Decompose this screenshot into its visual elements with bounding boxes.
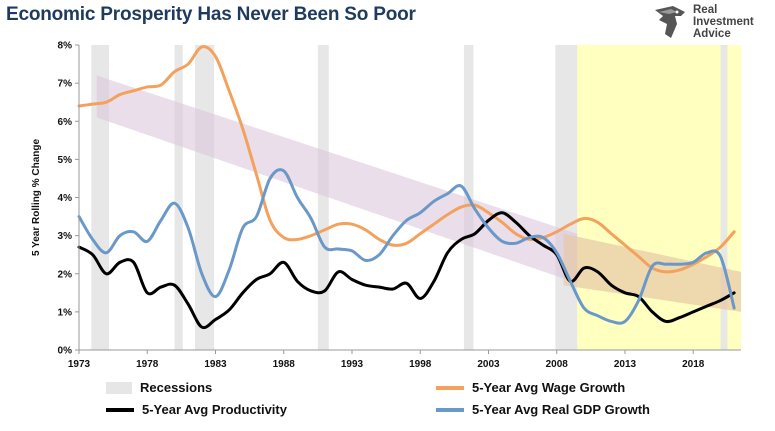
legend-productivity: 5-Year Avg Productivity	[106, 402, 287, 417]
recession-bar-2	[195, 45, 215, 350]
chart-title: Economic Prosperity Has Never Been So Po…	[6, 4, 416, 25]
x-tick-label-8: 2013	[614, 359, 637, 370]
logo-line-2: Investment	[693, 16, 754, 28]
logo-line-3: Advice	[693, 28, 731, 40]
chart-axis-layer: 0% 1% 2% 3% 4% 5% 6% 7% 8% 1973 1978 1983 1988 1993 19…	[31, 41, 741, 370]
eagle-head-icon	[655, 6, 685, 38]
y-tick-label-7: 7%	[58, 79, 73, 90]
chart-background-layer	[91, 45, 741, 350]
x-tick-label-1: 1978	[136, 359, 159, 370]
x-tick-label-3: 1988	[273, 359, 296, 370]
series-productivity-line	[77, 211, 736, 330]
trend-band	[96, 75, 578, 284]
x-tick-label-0: 1973	[68, 359, 91, 370]
legend-label-productivity: 5-Year Avg Productivity	[142, 402, 287, 417]
legend-wage: 5-Year Avg Wage Growth	[436, 380, 625, 395]
legend-swatch-recessions	[106, 381, 132, 394]
x-tick-label-7: 2008	[546, 359, 569, 370]
y-tick-label-0: 0%	[58, 346, 73, 357]
x-tick-label-2: 1983	[204, 359, 227, 370]
trend-wedge	[563, 233, 741, 312]
recession-bar-6	[720, 45, 728, 350]
x-tick-label-4: 1993	[341, 359, 364, 370]
y-tick-label-1: 1%	[58, 307, 73, 318]
y-tick-label-3: 3%	[58, 231, 73, 242]
series-wage-line	[77, 45, 736, 274]
x-tick-label-6: 2003	[477, 359, 500, 370]
logo-line-1: Real	[693, 4, 718, 16]
legend-label-recessions: Recessions	[140, 380, 213, 395]
recession-bar-1	[174, 45, 183, 350]
chart-series-layer	[77, 45, 736, 330]
legend-label-gdp: 5-Year Avg Real GDP Growth	[472, 402, 650, 417]
legend-swatch-productivity	[106, 407, 134, 412]
legend-label-wage: 5-Year Avg Wage Growth	[472, 380, 626, 395]
x-tick-label-9: 2018	[682, 359, 705, 370]
x-tick-label-5: 1998	[409, 359, 432, 370]
legend-swatch-wage	[436, 385, 464, 390]
logo: Real Investment Advice	[651, 4, 771, 42]
y-tick-label-2: 2%	[58, 269, 73, 280]
y-tick-label-4: 4%	[58, 193, 73, 204]
legend-recessions: Recessions	[106, 380, 212, 395]
recession-bar-3	[317, 45, 329, 350]
series-gdp-line	[77, 168, 736, 325]
y-tick-label-6: 6%	[58, 117, 73, 128]
legend-swatch-gdp	[436, 407, 464, 412]
legend-gdp: 5-Year Avg Real GDP Growth	[436, 402, 650, 417]
y-tick-label-5: 5%	[58, 155, 73, 166]
y-axis-label: 5 Year Rolling % Change	[31, 139, 42, 257]
y-tick-label-8: 8%	[58, 41, 73, 52]
recession-bar-5	[555, 45, 578, 350]
